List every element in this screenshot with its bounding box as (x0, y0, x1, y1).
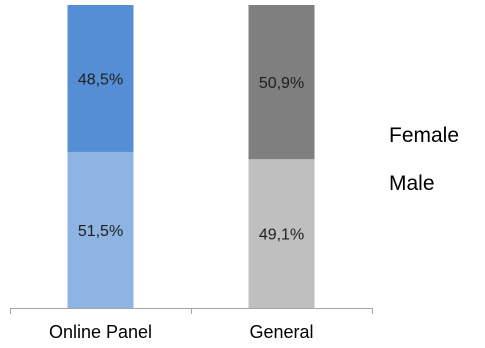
x-tick-label: General (249, 322, 313, 342)
bar-labels-group: 51,5% 48,5% 49,1% 50,9% (78, 71, 304, 243)
x-tick-label: Online Panel (49, 322, 152, 342)
data-label-online-panel-female: 48,5% (78, 71, 123, 88)
data-label-online-panel-male: 51,5% (78, 223, 123, 240)
bar-online-panel-male (67, 151, 134, 308)
bar-online-panel-female (67, 5, 134, 152)
legend-entry-female: Female (389, 124, 459, 147)
bar-general-female (248, 5, 315, 160)
x-tick-labels: Online Panel General (49, 322, 314, 342)
data-label-general-female: 50,9% (259, 75, 304, 92)
bar-general-male (248, 159, 315, 308)
legend: Female Male (389, 124, 459, 195)
legend-entry-male: Male (389, 172, 435, 195)
bars-group (67, 5, 315, 308)
data-label-general-male: 49,1% (259, 227, 304, 244)
x-axis (10, 308, 373, 314)
